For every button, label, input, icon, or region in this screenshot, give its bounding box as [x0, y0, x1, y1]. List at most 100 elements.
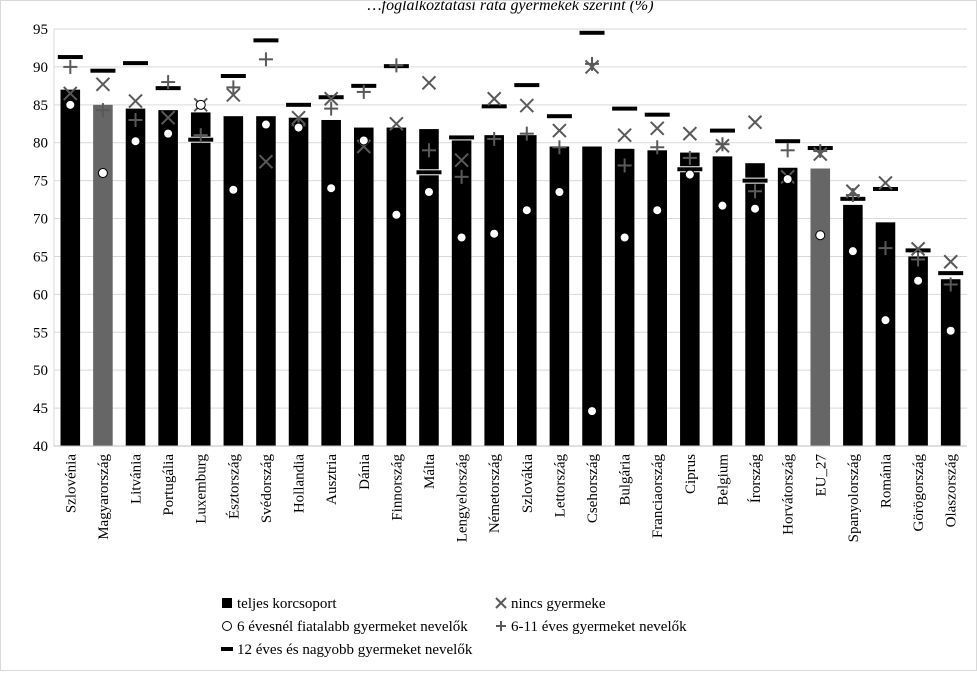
- legend-label: 6-11 éves gyermeket nevelők: [511, 619, 687, 635]
- marker-plus: [95, 103, 110, 118]
- x-tick-label: Lettország: [552, 454, 568, 518]
- bar: [614, 148, 635, 446]
- x-tick-label: Ausztria: [324, 454, 340, 505]
- marker-circle: [945, 325, 956, 336]
- marker-x-stroke: [519, 98, 535, 113]
- marker-x: [128, 93, 143, 109]
- x-tick-label: Lengyelország: [455, 454, 471, 543]
- marker-x-stroke: [323, 91, 339, 106]
- x-tick-label: Szlovénia: [63, 454, 79, 513]
- marker-dash: [871, 185, 899, 192]
- marker-plus: [421, 143, 436, 158]
- marker-circle: [913, 275, 924, 286]
- marker-plus: [63, 59, 78, 74]
- marker-x: [323, 91, 339, 106]
- marker-circle: [65, 99, 76, 110]
- marker-x-stroke: [617, 127, 632, 143]
- x-tick-label: Románia: [878, 454, 894, 508]
- marker-plus: [356, 84, 371, 99]
- marker-plus: [715, 137, 730, 152]
- marker-circle: [130, 136, 141, 147]
- marker-x: [715, 138, 730, 153]
- bar: [940, 279, 961, 446]
- marker-x: [421, 75, 437, 91]
- marker-dash: [415, 169, 443, 176]
- bar: [810, 168, 831, 447]
- marker-dash: [545, 113, 573, 120]
- marker-circle: [684, 169, 695, 180]
- marker-circle: [847, 246, 858, 257]
- marker-circle: [489, 228, 500, 239]
- x-tick-label: Litvánia: [129, 454, 145, 504]
- bar: [321, 119, 341, 447]
- bar: [680, 152, 700, 447]
- legend-label: teljes korcsoport: [237, 596, 337, 612]
- x-tick-label: Finnország: [389, 454, 405, 521]
- marker-x-stroke: [650, 121, 665, 136]
- marker-plus: [748, 184, 763, 199]
- marker-dash: [448, 134, 476, 141]
- x-tick-label: Spanyolország: [846, 454, 862, 543]
- y-tick-label: 50: [33, 363, 48, 379]
- bar: [386, 127, 407, 447]
- marker-dash: [741, 177, 769, 184]
- x-tick-label: Luxemburg: [194, 454, 210, 524]
- marker-x-stroke: [878, 175, 893, 191]
- bar: [288, 117, 309, 446]
- y-tick-label: 65: [33, 249, 48, 265]
- marker-dash: [513, 82, 541, 89]
- y-tick-label: 80: [33, 136, 48, 152]
- marker-x-stroke: [584, 59, 600, 75]
- legend-item: teljes korcsoport: [222, 596, 337, 612]
- marker-dash: [708, 127, 736, 134]
- legend-label: nincs gyermeke: [511, 596, 606, 612]
- marker-plus: [911, 252, 926, 267]
- marker-circle: [293, 122, 304, 133]
- x-tick-label: Észtország: [225, 454, 242, 519]
- marker-circle: [782, 174, 793, 185]
- y-tick-label: 75: [33, 174, 48, 190]
- marker-x-stroke: [682, 126, 698, 141]
- x-tick-label: Horvátország: [781, 454, 797, 535]
- marker-circle: [228, 184, 239, 195]
- marker-x: [617, 127, 632, 143]
- bar: [549, 146, 570, 446]
- marker-dash: [578, 29, 606, 36]
- marker-x: [519, 98, 535, 113]
- marker-x: [910, 241, 926, 257]
- marker-x: [878, 175, 893, 191]
- marker-x-stroke: [63, 86, 78, 101]
- marker-circle: [260, 119, 271, 130]
- marker-dash: [56, 54, 84, 61]
- x-tick-label: Svédország: [259, 454, 275, 524]
- marker-x-stroke: [454, 152, 469, 168]
- bar: [223, 116, 244, 446]
- marker-plus: [552, 140, 567, 155]
- marker-plus: [650, 140, 665, 155]
- marker-x: [650, 121, 665, 136]
- marker-circle: [652, 205, 663, 216]
- marker-circle: [619, 232, 630, 243]
- marker-circle: [97, 168, 108, 179]
- marker-x: [552, 123, 567, 138]
- marker-x-stroke: [226, 87, 241, 103]
- marker-x-stroke: [486, 91, 502, 106]
- x-tick-label: Portugália: [161, 454, 177, 516]
- marker-circle: [750, 203, 761, 214]
- legend-swatch: [221, 647, 233, 651]
- bar: [190, 112, 211, 447]
- marker-plus: [389, 58, 404, 73]
- x-tick-label: EU_27: [813, 454, 829, 497]
- marker-dash: [285, 101, 313, 108]
- marker-plus: [943, 277, 958, 292]
- bar: [582, 146, 602, 446]
- bar: [647, 150, 668, 447]
- marker-plus: [780, 143, 795, 158]
- marker-x-stroke: [813, 146, 828, 162]
- legend-item: 12 éves és nagyobb gyermeket nevelők: [221, 642, 473, 658]
- marker-circle: [880, 315, 891, 326]
- marker-x: [584, 59, 600, 75]
- marker-x: [63, 86, 78, 101]
